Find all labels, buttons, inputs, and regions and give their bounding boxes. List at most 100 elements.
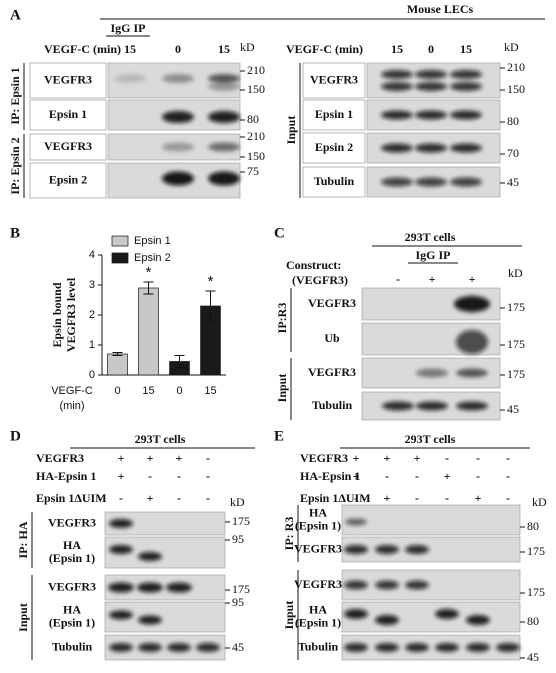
sign: + — [384, 451, 391, 465]
sign: + — [176, 451, 183, 465]
row-label: VEGFR3 — [44, 72, 92, 86]
x-axis-label: (min) — [59, 400, 84, 412]
sign: - — [506, 491, 510, 505]
blot-strip — [341, 634, 521, 661]
vertical-label: Input — [282, 601, 296, 630]
kd-label: kD — [508, 266, 523, 280]
row-label: VEGFR3 — [44, 139, 92, 153]
marker-label: 95 — [232, 532, 244, 546]
marker-label: 70 — [507, 146, 519, 160]
marker-label: 45 — [232, 640, 244, 654]
bar — [138, 287, 159, 376]
label-box — [302, 99, 366, 131]
blot-band — [138, 552, 162, 561]
sign: - — [385, 469, 389, 483]
cells-label: 293T cells — [405, 230, 456, 244]
marker-label: 80 — [527, 519, 539, 533]
row-label: (Epsin 1) — [49, 615, 95, 629]
lane-label: 15 — [124, 42, 136, 56]
blot-band — [405, 545, 429, 554]
blot-band — [109, 643, 133, 652]
sign: - — [119, 491, 123, 505]
blot-band — [344, 545, 368, 554]
row-label: Epsin 1 — [315, 107, 353, 121]
blot-strip — [366, 62, 501, 99]
sign: + — [118, 469, 125, 483]
blot-band — [381, 143, 413, 153]
blot-band — [381, 177, 413, 187]
row-label: Epsin 1 — [49, 107, 87, 121]
y-axis-label: VEGFR3 level — [64, 277, 78, 352]
row-label: Tubulin — [298, 639, 339, 653]
blot-band — [415, 143, 447, 153]
label-box — [29, 162, 107, 199]
row-label: VEGFR3 — [310, 72, 358, 86]
blot-band — [208, 111, 240, 123]
blot-band — [466, 643, 490, 652]
sign: - — [206, 469, 210, 483]
blot-band — [450, 110, 482, 120]
marker-label: 175 — [527, 585, 545, 599]
cells-label: 293T cells — [405, 432, 456, 446]
annotation: * — [208, 273, 214, 290]
legend-swatch — [111, 235, 129, 247]
cells-label: 293T cells — [135, 432, 186, 446]
blot-band — [381, 70, 413, 79]
marker-label: 210 — [247, 63, 265, 77]
construct-label: Construct: — [286, 258, 341, 272]
vertical-label: IP:R3 — [275, 303, 289, 334]
blot-strip — [341, 601, 521, 633]
sign: + — [353, 451, 360, 465]
bar — [107, 353, 128, 376]
blot-band — [466, 615, 490, 625]
marker-label: 175 — [507, 367, 525, 381]
blot-band — [375, 643, 399, 652]
blot-band — [138, 615, 162, 625]
row-label: (Epsin 1) — [295, 615, 341, 629]
blot-band — [208, 74, 240, 83]
lane-label: + — [429, 272, 436, 286]
blot-band — [450, 177, 482, 187]
marker-label: 80 — [507, 114, 519, 128]
blot-strip — [104, 511, 226, 536]
blot-band — [345, 518, 367, 526]
blot-band — [109, 545, 133, 554]
sign: - — [415, 491, 419, 505]
vertical-label: Input — [275, 374, 289, 403]
blot-band — [405, 580, 429, 590]
vertical-label: Input — [16, 603, 30, 632]
row-label: VEGFR3 — [48, 515, 96, 529]
lane-label: 15 — [391, 42, 403, 56]
construct-label: (VEGFR3) — [292, 273, 348, 287]
igg-label: IgG IP — [110, 21, 145, 35]
blot-band — [382, 401, 414, 411]
marker-label: 150 — [507, 82, 525, 96]
row-label: Tubulin — [312, 398, 353, 412]
blot-band — [108, 582, 134, 593]
marker-label: 75 — [247, 164, 259, 178]
blot-band — [450, 143, 482, 153]
sign: + — [118, 451, 125, 465]
blot-band — [375, 615, 399, 625]
panel-label: C — [274, 225, 285, 241]
row-label: (Epsin 1) — [295, 518, 341, 532]
title: Mouse LECs — [407, 2, 474, 16]
sign: - — [177, 469, 181, 483]
marker-label: 175 — [232, 582, 250, 596]
error-bar — [174, 355, 185, 368]
x-axis-label: VEGF-C — [51, 385, 93, 397]
blot-band — [162, 142, 194, 152]
condition: Epsin 1ΔUIM — [300, 491, 371, 505]
y-tick-label: 1 — [89, 339, 95, 351]
sign: - — [206, 451, 210, 465]
panel-label: B — [10, 225, 20, 241]
blot-band — [381, 110, 413, 120]
y-tick-label: 3 — [89, 279, 95, 291]
sign: - — [177, 491, 181, 505]
blot-band — [162, 171, 194, 186]
row-label: HA — [63, 602, 81, 616]
marker-label: 45 — [507, 402, 519, 416]
marker-label: 150 — [247, 149, 265, 163]
lane-label: + — [469, 272, 476, 286]
